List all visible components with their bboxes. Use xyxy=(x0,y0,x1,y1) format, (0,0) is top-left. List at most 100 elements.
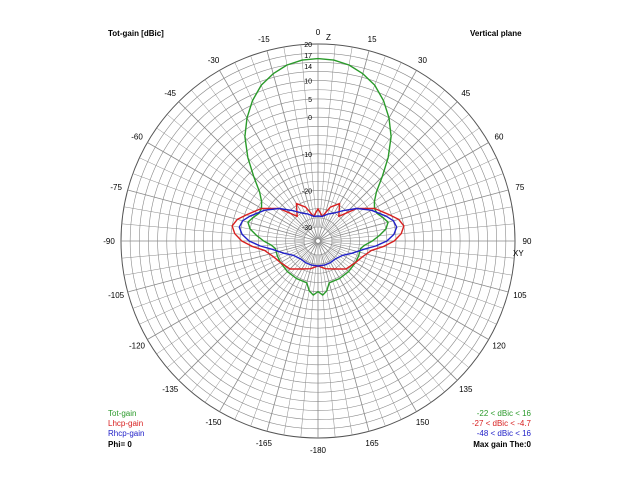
grid-spoke xyxy=(323,62,402,229)
angle-tick-label: 135 xyxy=(459,385,473,394)
tick-labels: 0153045607590105120135150165-15-30-45-60… xyxy=(103,28,532,455)
angle-tick-label: 150 xyxy=(416,418,430,427)
legend-tot-range: -22 < dBic < 16 xyxy=(476,409,531,418)
grid-spoke xyxy=(318,242,417,412)
angle-tick-label: 15 xyxy=(368,35,377,44)
grid-spoke xyxy=(266,242,318,432)
grid-spoke xyxy=(329,127,480,234)
angle-tick-label: 30 xyxy=(418,56,427,65)
radial-tick-label: -30 xyxy=(302,225,312,232)
series-rhcp-gain xyxy=(238,207,398,267)
grid-spoke xyxy=(318,254,336,438)
grid-spoke xyxy=(331,241,515,259)
angle-tick-label: -75 xyxy=(110,183,122,192)
grid-spoke xyxy=(156,248,307,355)
grid-spoke xyxy=(147,241,317,340)
grid-spoke xyxy=(318,50,370,240)
grid-spoke xyxy=(331,245,504,309)
grid-spoke xyxy=(204,79,311,230)
legend-rhcp-range: -48 < dBic < 16 xyxy=(476,429,531,438)
angle-tick-label: 105 xyxy=(513,291,527,300)
grid-spoke xyxy=(127,189,317,241)
grid-spoke xyxy=(219,242,318,412)
grid-spoke xyxy=(331,223,515,241)
angle-tick-label: -180 xyxy=(310,446,327,455)
grid-spoke xyxy=(219,70,318,240)
grid-spoke xyxy=(325,79,432,230)
angle-tick-label: 165 xyxy=(365,439,379,448)
grid-spoke xyxy=(191,251,310,393)
grid-spoke xyxy=(300,44,318,228)
angle-tick-label: 75 xyxy=(515,183,524,192)
legend-lhcp-range: -27 < dBic < -4.7 xyxy=(471,419,531,428)
radial-tick-label: 0 xyxy=(308,115,312,122)
grid-spoke xyxy=(283,254,316,436)
grid-spoke xyxy=(123,206,305,239)
angle-tick-label: -30 xyxy=(208,56,220,65)
grid-spoke xyxy=(323,253,402,420)
grid-spoke xyxy=(121,223,305,241)
grid-spoke xyxy=(322,254,386,427)
grid-spoke xyxy=(331,173,504,237)
grid-spoke xyxy=(166,249,308,368)
grid-spoke xyxy=(266,50,318,240)
radial-tick-label: 20 xyxy=(304,42,312,49)
grid-spoke xyxy=(318,44,336,228)
angle-tick-label: -135 xyxy=(162,385,179,394)
max-gain-label: Max gain The:0 xyxy=(473,440,531,449)
radial-tick-label: -10 xyxy=(302,152,312,159)
polar-grid xyxy=(120,43,516,439)
angle-tick-label: 120 xyxy=(492,342,506,351)
grid-spoke xyxy=(121,241,305,259)
grid-spoke xyxy=(320,254,353,436)
angle-tick-label: 45 xyxy=(461,89,470,98)
grid-spoke xyxy=(330,157,497,236)
grid-spoke xyxy=(319,189,509,241)
grid-spoke xyxy=(331,206,513,239)
gain-curves xyxy=(231,57,405,296)
grid-spoke xyxy=(132,245,305,309)
radial-tick-label: 5 xyxy=(308,97,312,104)
grid-spoke xyxy=(178,242,317,381)
grid-spoke xyxy=(318,242,370,432)
grid-spoke xyxy=(127,241,317,293)
radial-tick-label: -20 xyxy=(302,188,312,195)
radial-tick-label: 10 xyxy=(304,79,312,86)
grid-spoke xyxy=(326,89,445,231)
grid-spoke xyxy=(300,254,318,438)
grid-spoke xyxy=(191,89,310,231)
grid-spoke xyxy=(331,243,513,276)
grid-spoke xyxy=(328,249,470,368)
radial-tick-label: 17 xyxy=(304,53,312,60)
legend-rhcp-gain: Rhcp-gain xyxy=(108,429,145,438)
angle-tick-label: -45 xyxy=(164,89,176,98)
grid-spoke xyxy=(318,70,417,240)
angle-tick-label: -60 xyxy=(131,133,143,142)
chart-title: Tot-gain [dBic] xyxy=(108,29,164,38)
grid-spoke xyxy=(250,254,314,427)
grid-spoke xyxy=(166,114,308,233)
angle-tick-label: -105 xyxy=(108,291,125,300)
z-axis-label: Z xyxy=(326,33,331,42)
grid-spoke xyxy=(139,157,306,236)
grid-spoke xyxy=(329,248,480,355)
phi-label: Phi= 0 xyxy=(108,440,132,449)
grid-spoke xyxy=(132,173,305,237)
plane-label: Vertical plane xyxy=(470,29,522,38)
series-tot-gain xyxy=(244,57,392,296)
grid-spoke xyxy=(319,241,489,340)
grid-spoke xyxy=(147,142,317,241)
grid-spoke xyxy=(319,241,509,293)
grid-spoke xyxy=(123,243,305,276)
radial-tick-label: 14 xyxy=(304,64,312,71)
grid-spoke xyxy=(319,242,458,381)
legend-tot-gain: Tot-gain xyxy=(108,409,137,418)
angle-tick-label: -120 xyxy=(129,342,146,351)
xy-axis-label: XY xyxy=(513,249,524,258)
grid-spoke xyxy=(234,253,313,420)
angle-tick-label: 0 xyxy=(316,28,321,37)
grid-spoke xyxy=(319,101,458,240)
grid-spoke xyxy=(319,142,489,241)
grid-spoke xyxy=(328,114,470,233)
